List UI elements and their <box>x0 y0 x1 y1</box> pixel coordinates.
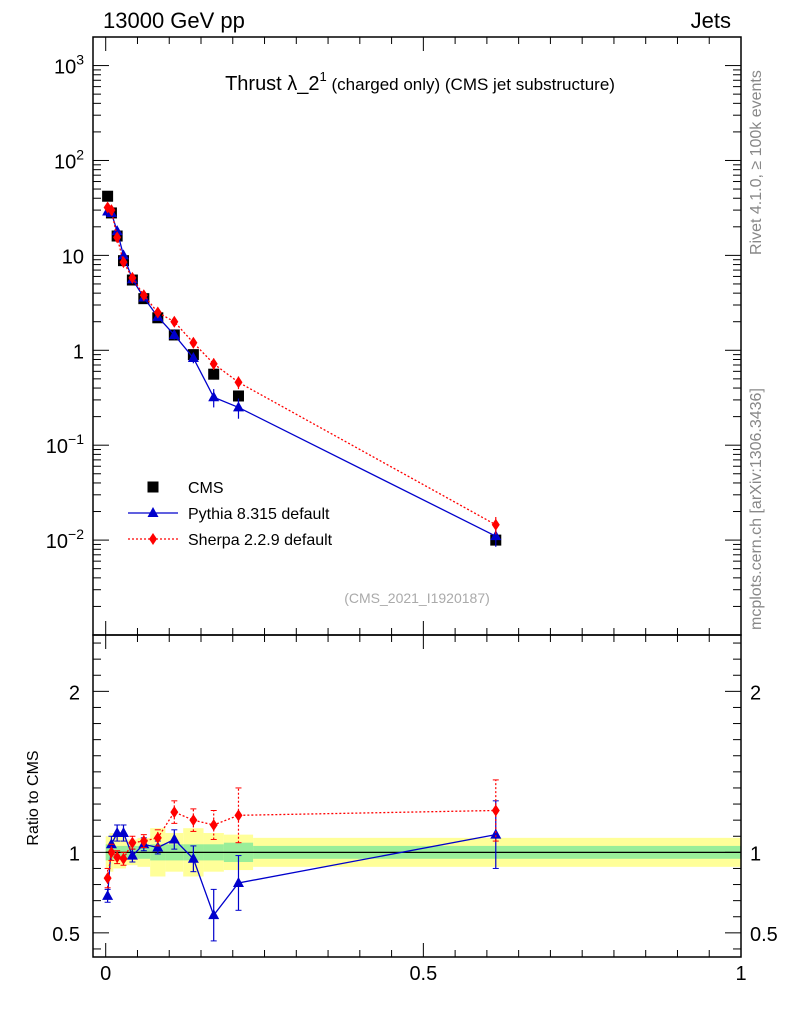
ratio-point <box>103 872 112 885</box>
chart-title: Thrust λ_21 (charged only) (CMS jet subs… <box>225 69 615 95</box>
legend-label: Pythia 8.315 default <box>188 506 330 523</box>
data-point <box>170 315 179 328</box>
series-dotted <box>103 201 500 535</box>
ratio-point <box>107 846 116 859</box>
legend: CMS Pythia 8.315 default Sherpa 2.2.9 defa… <box>128 480 333 549</box>
legend-marker <box>147 481 159 493</box>
data-point <box>119 256 128 269</box>
y-tick-label: 103 <box>54 52 84 79</box>
data-point <box>187 351 199 362</box>
mcplots-label: mcplots.cern.ch [arXiv:1306.3436] <box>748 388 765 630</box>
data-point <box>234 376 243 389</box>
y-tick-label: 102 <box>54 146 84 173</box>
data-point <box>208 391 220 402</box>
y-tick-label: 10−2 <box>46 526 84 553</box>
ratio-point <box>209 818 218 831</box>
ratio-point <box>119 852 128 865</box>
legend-marker <box>147 507 159 517</box>
x-tick-label: 0.5 <box>409 963 437 985</box>
data-point <box>128 271 137 284</box>
rivet-label: Rivet 4.1.0, ≥ 100k events <box>748 70 765 255</box>
data-point <box>490 530 502 541</box>
series-line <box>107 206 497 526</box>
legend-entry: CMS <box>147 480 224 497</box>
ratio-point <box>117 827 129 838</box>
legend-entry: Pythia 8.315 default <box>128 506 330 523</box>
chart-title-main: Thrust λ_2 <box>225 73 319 95</box>
data-point <box>107 204 116 217</box>
process-label: Jets <box>691 8 731 33</box>
y-tick-label: 10−1 <box>46 431 84 458</box>
ratio-y-label: Ratio to CMS <box>25 750 42 845</box>
data-point <box>189 336 198 349</box>
series-solid <box>102 205 502 547</box>
ratio-point <box>126 849 138 860</box>
data-point <box>232 390 244 402</box>
ratio-series-dotted <box>103 779 500 889</box>
ratio-y-tick-label-right: 2 <box>750 682 761 704</box>
ratio-axes: 0.5 0.51 12 20 0.5 1 <box>52 635 778 985</box>
series-line <box>107 210 497 537</box>
chart-title-rest: (charged only) (CMS jet substructure) <box>327 75 615 94</box>
data-point <box>232 401 244 412</box>
ratio-point <box>152 841 164 852</box>
data-point <box>102 190 114 202</box>
legend-label: CMS <box>188 480 224 497</box>
data-point <box>153 306 162 319</box>
legend-entry: Sherpa 2.2.9 default <box>128 532 333 549</box>
data-point <box>113 231 122 244</box>
ratio-panel: 0.5 0.51 12 20 0.5 1 Ratio to CMS <box>25 634 778 985</box>
ratio-y-tick-label: 1 <box>69 843 80 865</box>
ratio-point <box>153 831 162 844</box>
data-point <box>139 289 148 302</box>
data-point <box>208 368 220 380</box>
data-point <box>209 357 218 370</box>
ratio-point <box>490 828 502 839</box>
ratio-point <box>128 836 137 849</box>
energy-label: 13000 GeV pp <box>103 8 245 33</box>
ratio-point <box>139 835 148 848</box>
ratio-frame <box>92 634 742 958</box>
data-point <box>168 328 180 339</box>
ratio-series-solid <box>102 800 502 942</box>
ratio-series-layer <box>102 779 502 942</box>
legend-marker <box>149 533 157 545</box>
main-series-layer <box>102 190 502 547</box>
main-y-axis: 10−2 10−1 1 10 102 103 <box>46 36 742 636</box>
series-data <box>102 190 502 546</box>
ratio-point <box>168 833 180 844</box>
y-tick-label: 10 <box>62 246 84 268</box>
data-point <box>491 518 500 531</box>
ratio-point <box>102 889 114 900</box>
x-tick-label: 0 <box>100 963 111 985</box>
legend-label: Sherpa 2.2.9 default <box>188 532 333 549</box>
ratio-y-tick-label-right: 1 <box>750 843 761 865</box>
ratio-point <box>105 838 117 849</box>
ratio-point <box>113 851 122 864</box>
ratio-y-tick-label: 0.5 <box>52 924 80 946</box>
ratio-y-tick-label-right: 0.5 <box>750 924 778 946</box>
data-point <box>117 249 129 260</box>
chart-title-sup: 1 <box>320 69 327 84</box>
ratio-point <box>170 806 179 819</box>
ratio-y-tick-label: 2 <box>69 682 80 704</box>
ratio-point <box>187 852 199 863</box>
x-tick-label: 1 <box>735 963 746 985</box>
data-point <box>111 225 123 236</box>
ratio-point <box>234 809 243 822</box>
y-tick-label: 1 <box>73 341 84 363</box>
ratio-point <box>189 814 198 827</box>
analysis-watermark: (CMS_2021_I1920187) <box>344 590 490 606</box>
ratio-point <box>232 876 244 887</box>
ratio-point <box>491 804 500 817</box>
ratio-point <box>208 909 220 920</box>
